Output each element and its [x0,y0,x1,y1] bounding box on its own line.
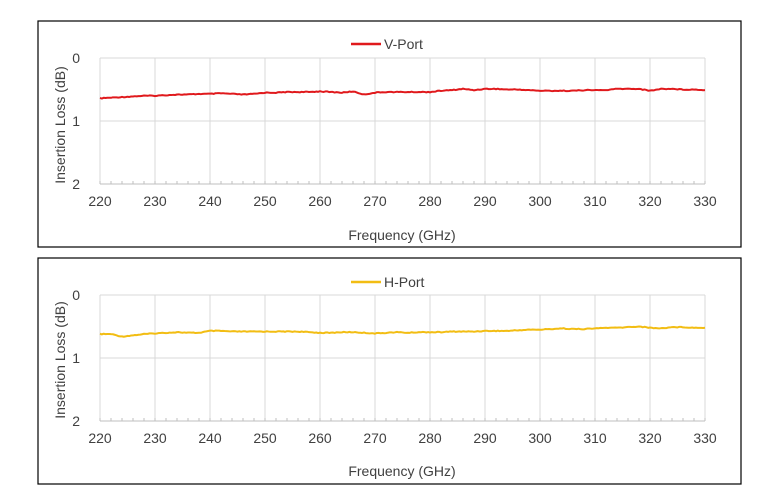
x-tick-label-270: 270 [363,430,387,446]
x-tick-labels: 220 230 240 250 260 270 280 290 300 310 320 330 [88,193,717,209]
x-tick-label-220: 220 [88,430,112,446]
y-tick-labels: 0 1 2 [72,287,80,429]
x-tick-label-220: 220 [88,193,112,209]
chart-panel-vport: 220 230 240 250 260 270 280 290 300 310 320 330 0 1 2… [37,20,742,248]
y-tick-label-1: 1 [72,113,80,129]
x-tick-label-260: 260 [308,430,332,446]
series-line-v-port [99,87,706,100]
x-tick-label-250: 250 [253,193,277,209]
x-tick-label-230: 230 [143,193,167,209]
x-tick-label-230: 230 [143,430,167,446]
x-axis-title: Frequency (GHz) [348,463,455,479]
y-axis-title: Insertion Loss (dB) [52,66,68,184]
legend-label-hport: H-Port [384,274,425,290]
x-tick-label-320: 320 [638,430,662,446]
y-axis-title: Insertion Loss (dB) [52,301,68,419]
x-axis-title: Frequency (GHz) [348,227,455,243]
chart-panel-hport: 220 230 240 250 260 270 280 290 300 310 320 330 0 1 2… [37,257,742,485]
chart-frame [37,20,742,248]
x-tick-label-290: 290 [473,430,497,446]
x-tick-label-300: 300 [528,430,552,446]
x-tick-label-290: 290 [473,193,497,209]
y-tick-labels: 0 1 2 [72,50,80,192]
y-tick-label-0: 0 [72,287,80,303]
x-tick-label-310: 310 [583,430,607,446]
legend: V-Port [351,36,423,52]
y-tick-label-2: 2 [72,413,80,429]
x-tick-label-280: 280 [418,430,442,446]
x-tick-label-310: 310 [583,193,607,209]
series-lines [99,325,706,338]
legend: H-Port [351,274,425,290]
x-tick-label-330: 330 [693,430,717,446]
x-tick-label-260: 260 [308,193,332,209]
x-tick-label-280: 280 [418,193,442,209]
x-tick-label-240: 240 [198,193,222,209]
plot-area-border [100,57,705,185]
x-tick-label-240: 240 [198,430,222,446]
legend-label-vport: V-Port [384,36,423,52]
x-tick-labels: 220 230 240 250 260 270 280 290 300 310 320 330 [88,430,717,446]
y-tick-label-0: 0 [72,50,80,66]
x-tick-label-330: 330 [693,193,717,209]
x-tick-label-250: 250 [253,430,277,446]
chart-frame [37,257,742,485]
y-tick-label-2: 2 [72,176,80,192]
series-line-h-port [99,325,706,338]
x-tick-label-300: 300 [528,193,552,209]
series-lines [99,87,706,100]
x-tick-label-270: 270 [363,193,387,209]
x-tick-label-320: 320 [638,193,662,209]
y-tick-label-1: 1 [72,350,80,366]
plot-area-border [100,294,705,422]
